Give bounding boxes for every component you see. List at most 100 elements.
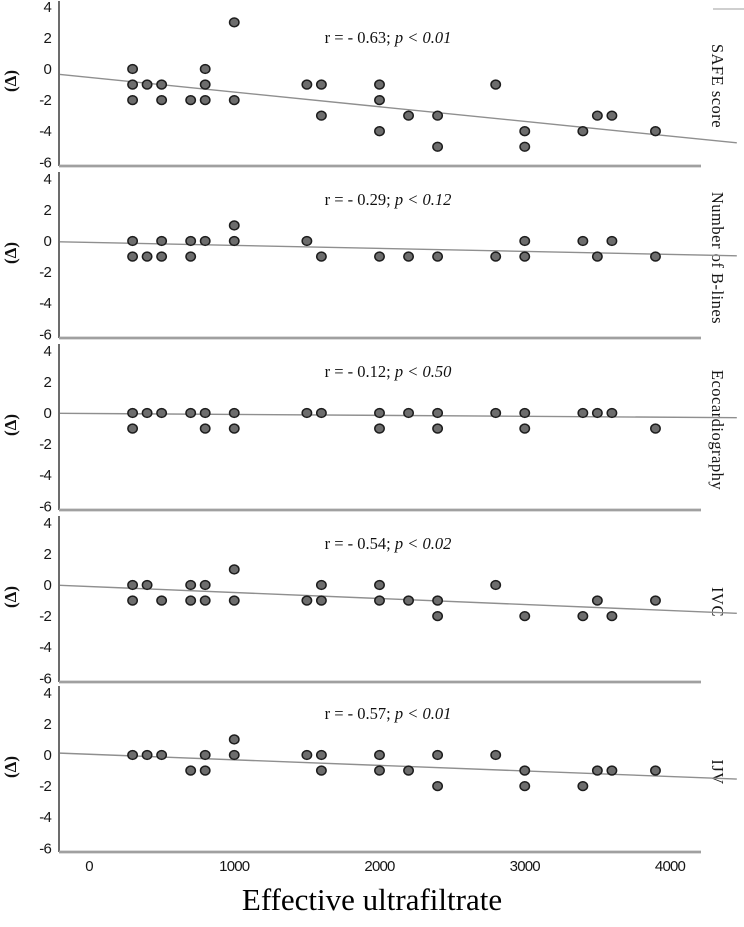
x-tick-label: 0: [85, 858, 93, 875]
panel-label: Ecocardiography: [708, 370, 727, 490]
data-point: [432, 251, 444, 262]
panel-label: IVC: [708, 587, 727, 617]
data-point: [228, 235, 240, 247]
data-point: [403, 251, 414, 262]
y-tick-label: -4: [39, 639, 51, 656]
data-point: [577, 407, 589, 419]
data-point: [374, 251, 385, 262]
data-point: [432, 749, 444, 761]
data-point: [315, 765, 327, 776]
data-point: [403, 765, 414, 776]
data-point: [490, 407, 502, 419]
y-tick-label: -2: [39, 608, 51, 625]
data-point: [141, 251, 153, 262]
data-point: [185, 251, 197, 262]
y-axis-label: (Δ): [1, 70, 20, 92]
data-point: [606, 407, 618, 419]
y-tick-label: 2: [43, 30, 51, 47]
data-point: [606, 235, 618, 247]
data-point: [228, 564, 240, 575]
data-point: [185, 595, 197, 606]
data-point: [156, 79, 168, 90]
x-tick-label: 2000: [364, 858, 395, 875]
data-point: [606, 610, 618, 622]
data-point: [127, 423, 139, 434]
y-tick-label: 0: [43, 61, 51, 78]
data-point: [301, 595, 313, 606]
panel-label: Number of B-lines: [708, 192, 727, 324]
data-point: [228, 595, 240, 606]
data-point: [199, 765, 211, 776]
trend-line: [59, 752, 737, 780]
data-point: [490, 579, 502, 591]
y-tick-label: 2: [43, 374, 51, 391]
data-point: [156, 407, 168, 419]
panel-label: IJV: [708, 759, 727, 784]
data-point: [315, 407, 327, 419]
data-point: [199, 407, 211, 419]
data-point: [519, 423, 531, 434]
data-point: [403, 595, 414, 606]
data-point: [228, 423, 240, 434]
y-axis-label: (Δ): [1, 586, 20, 608]
data-point: [577, 235, 589, 247]
data-point: [519, 407, 531, 419]
data-point: [650, 423, 661, 434]
correlation-annotation: r = - 0.54; p < 0.02: [325, 534, 452, 553]
data-point: [432, 610, 444, 622]
data-point: [301, 407, 313, 419]
data-point: [374, 94, 385, 106]
data-point: [374, 765, 385, 776]
data-point: [141, 79, 153, 90]
data-point: [315, 79, 327, 90]
data-point: [199, 423, 211, 434]
data-point: [199, 63, 211, 75]
data-point: [519, 235, 531, 247]
data-point: [315, 749, 327, 761]
data-point: [403, 407, 414, 419]
data-point: [156, 749, 168, 761]
y-tick-label: 4: [43, 685, 51, 702]
correlation-annotation: r = - 0.63; p < 0.01: [325, 28, 452, 47]
y-tick-label: -2: [39, 436, 51, 453]
data-point: [591, 110, 603, 121]
data-point: [490, 749, 502, 761]
data-point: [374, 579, 385, 591]
data-point: [432, 423, 444, 434]
x-tick-label: 4000: [655, 858, 686, 875]
data-point: [374, 749, 385, 761]
data-point: [591, 765, 603, 776]
y-tick-label: -4: [39, 809, 51, 826]
data-point: [577, 610, 589, 622]
data-point: [199, 579, 211, 591]
data-point: [432, 780, 444, 792]
y-tick-label: 4: [43, 515, 51, 532]
data-point: [199, 79, 211, 90]
data-point: [228, 749, 240, 761]
trend-line: [59, 412, 737, 419]
data-point: [185, 765, 197, 776]
data-point: [606, 110, 618, 121]
data-point: [374, 79, 385, 90]
data-point: [650, 765, 661, 776]
data-point: [315, 579, 327, 591]
y-tick-label: -2: [39, 778, 51, 795]
data-point: [185, 407, 197, 419]
data-point: [519, 610, 531, 622]
data-point: [315, 595, 327, 606]
data-point: [519, 251, 531, 262]
data-point: [199, 94, 211, 106]
x-tick-label: 1000: [219, 858, 250, 875]
data-point: [591, 251, 603, 262]
data-point: [228, 734, 240, 745]
data-point: [577, 126, 589, 137]
data-point: [199, 595, 211, 606]
data-point: [650, 595, 661, 606]
data-point: [156, 251, 168, 262]
data-point: [315, 110, 327, 121]
y-axis-label: (Δ): [1, 414, 20, 436]
data-point: [650, 251, 661, 262]
y-tick-label: 4: [43, 0, 51, 16]
x-tick-label: 3000: [510, 858, 541, 875]
